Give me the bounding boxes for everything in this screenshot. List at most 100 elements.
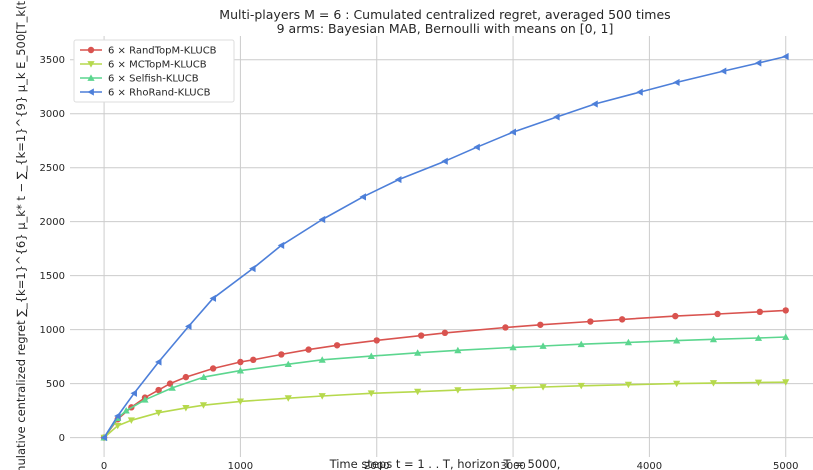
data-point xyxy=(414,388,422,396)
x-tick-label: 5000 xyxy=(773,461,798,470)
data-point xyxy=(414,349,422,356)
chart-title: Multi-players M = 6 : Cumulated centrali… xyxy=(219,7,670,22)
y-axis-label: Cumulative centralized regret ∑_{k=1}^{6… xyxy=(14,0,28,470)
data-point xyxy=(673,78,680,87)
data-point xyxy=(182,405,190,412)
plot-area xyxy=(70,36,813,457)
data-point xyxy=(754,334,763,341)
data-point xyxy=(182,373,190,381)
series-3 xyxy=(100,52,789,442)
legend-label: 6 × Selfish-KLUCB xyxy=(108,74,199,85)
data-point xyxy=(114,412,121,420)
y-tick-label: 1000 xyxy=(40,325,65,336)
data-point xyxy=(782,379,790,386)
data-point xyxy=(591,100,598,108)
series-line xyxy=(103,381,786,439)
data-point xyxy=(237,358,244,366)
data-point xyxy=(782,307,789,314)
data-point xyxy=(284,395,292,402)
x-tick-label: 4000 xyxy=(637,461,662,470)
data-point xyxy=(672,312,679,320)
data-point xyxy=(318,356,326,363)
data-point xyxy=(277,241,285,250)
y-tick-label: 2500 xyxy=(40,163,65,174)
data-point xyxy=(577,382,585,390)
legend-label: 6 × RhoRand-KLUCB xyxy=(108,88,211,99)
data-point xyxy=(417,332,425,339)
data-point xyxy=(624,381,633,389)
data-point xyxy=(130,389,137,397)
legend-label: 6 × RandTopM-KLUCB xyxy=(108,46,217,57)
data-point xyxy=(367,390,375,397)
data-point xyxy=(709,335,718,343)
legend-marker xyxy=(87,46,95,54)
data-point xyxy=(577,340,585,348)
data-point xyxy=(236,398,245,406)
data-point xyxy=(359,193,366,201)
data-point xyxy=(333,342,341,349)
legend-marker xyxy=(87,74,95,81)
data-point xyxy=(236,367,245,374)
legend: 6 × RandTopM-KLUCB 6 × MCTopM-KLUCB 6 × Se… xyxy=(73,39,235,103)
legend-marker xyxy=(87,88,94,96)
y-tick-label: 0 xyxy=(59,433,65,444)
data-point xyxy=(155,386,162,394)
data-point xyxy=(441,157,448,165)
data-point xyxy=(318,393,326,400)
data-point xyxy=(709,380,718,387)
data-point xyxy=(127,417,135,424)
data-point xyxy=(509,343,517,351)
data-point xyxy=(185,322,192,330)
data-point xyxy=(454,387,462,394)
data-point xyxy=(714,310,721,318)
data-point xyxy=(278,351,285,358)
y-tick-label: 500 xyxy=(46,379,65,390)
data-point xyxy=(509,128,516,136)
data-point xyxy=(673,380,681,388)
data-point xyxy=(200,373,208,380)
y-tick-label: 1500 xyxy=(40,271,65,282)
data-point xyxy=(782,333,790,340)
legend-label: 6 × MCTopM-KLUCB xyxy=(108,60,207,71)
data-point xyxy=(618,316,626,323)
series-2 xyxy=(100,333,790,441)
data-point xyxy=(441,329,449,337)
data-point xyxy=(454,346,462,354)
data-point xyxy=(168,384,176,391)
legend-marker xyxy=(87,61,95,68)
data-point xyxy=(250,356,257,364)
y-tick-label: 3500 xyxy=(40,55,65,66)
tick-labels: 0 1000 2000 3000 4000 5000 0 500 1000 1500 2000 250… xyxy=(40,55,799,470)
data-point xyxy=(373,337,380,344)
data-point xyxy=(539,384,547,391)
y-tick-label: 2000 xyxy=(40,217,65,228)
data-point xyxy=(587,318,594,325)
data-point xyxy=(155,358,162,366)
data-point xyxy=(155,409,163,417)
data-point xyxy=(141,396,149,403)
data-point xyxy=(509,385,517,392)
series-1 xyxy=(100,379,790,442)
series-layer xyxy=(100,52,790,442)
x-tick-label: 0 xyxy=(101,461,107,470)
data-point xyxy=(284,360,292,368)
data-point xyxy=(122,406,130,414)
x-tick-label: 1000 xyxy=(228,461,253,470)
data-point xyxy=(166,380,174,387)
legend-box xyxy=(73,39,235,103)
data-point xyxy=(719,67,727,75)
data-point xyxy=(100,433,107,442)
series-line xyxy=(103,336,786,439)
data-point xyxy=(209,365,217,372)
data-point xyxy=(539,342,547,349)
data-point xyxy=(673,337,681,344)
data-point xyxy=(636,88,643,96)
y-tick-label: 3000 xyxy=(40,109,65,120)
x-tick-label: 2000 xyxy=(364,461,389,470)
data-point xyxy=(782,52,789,61)
data-point xyxy=(249,265,256,273)
x-axis-label: Time steps t = 1 . . T, horizon T = 5000… xyxy=(329,457,561,470)
data-point xyxy=(537,321,544,328)
data-point xyxy=(754,59,762,67)
